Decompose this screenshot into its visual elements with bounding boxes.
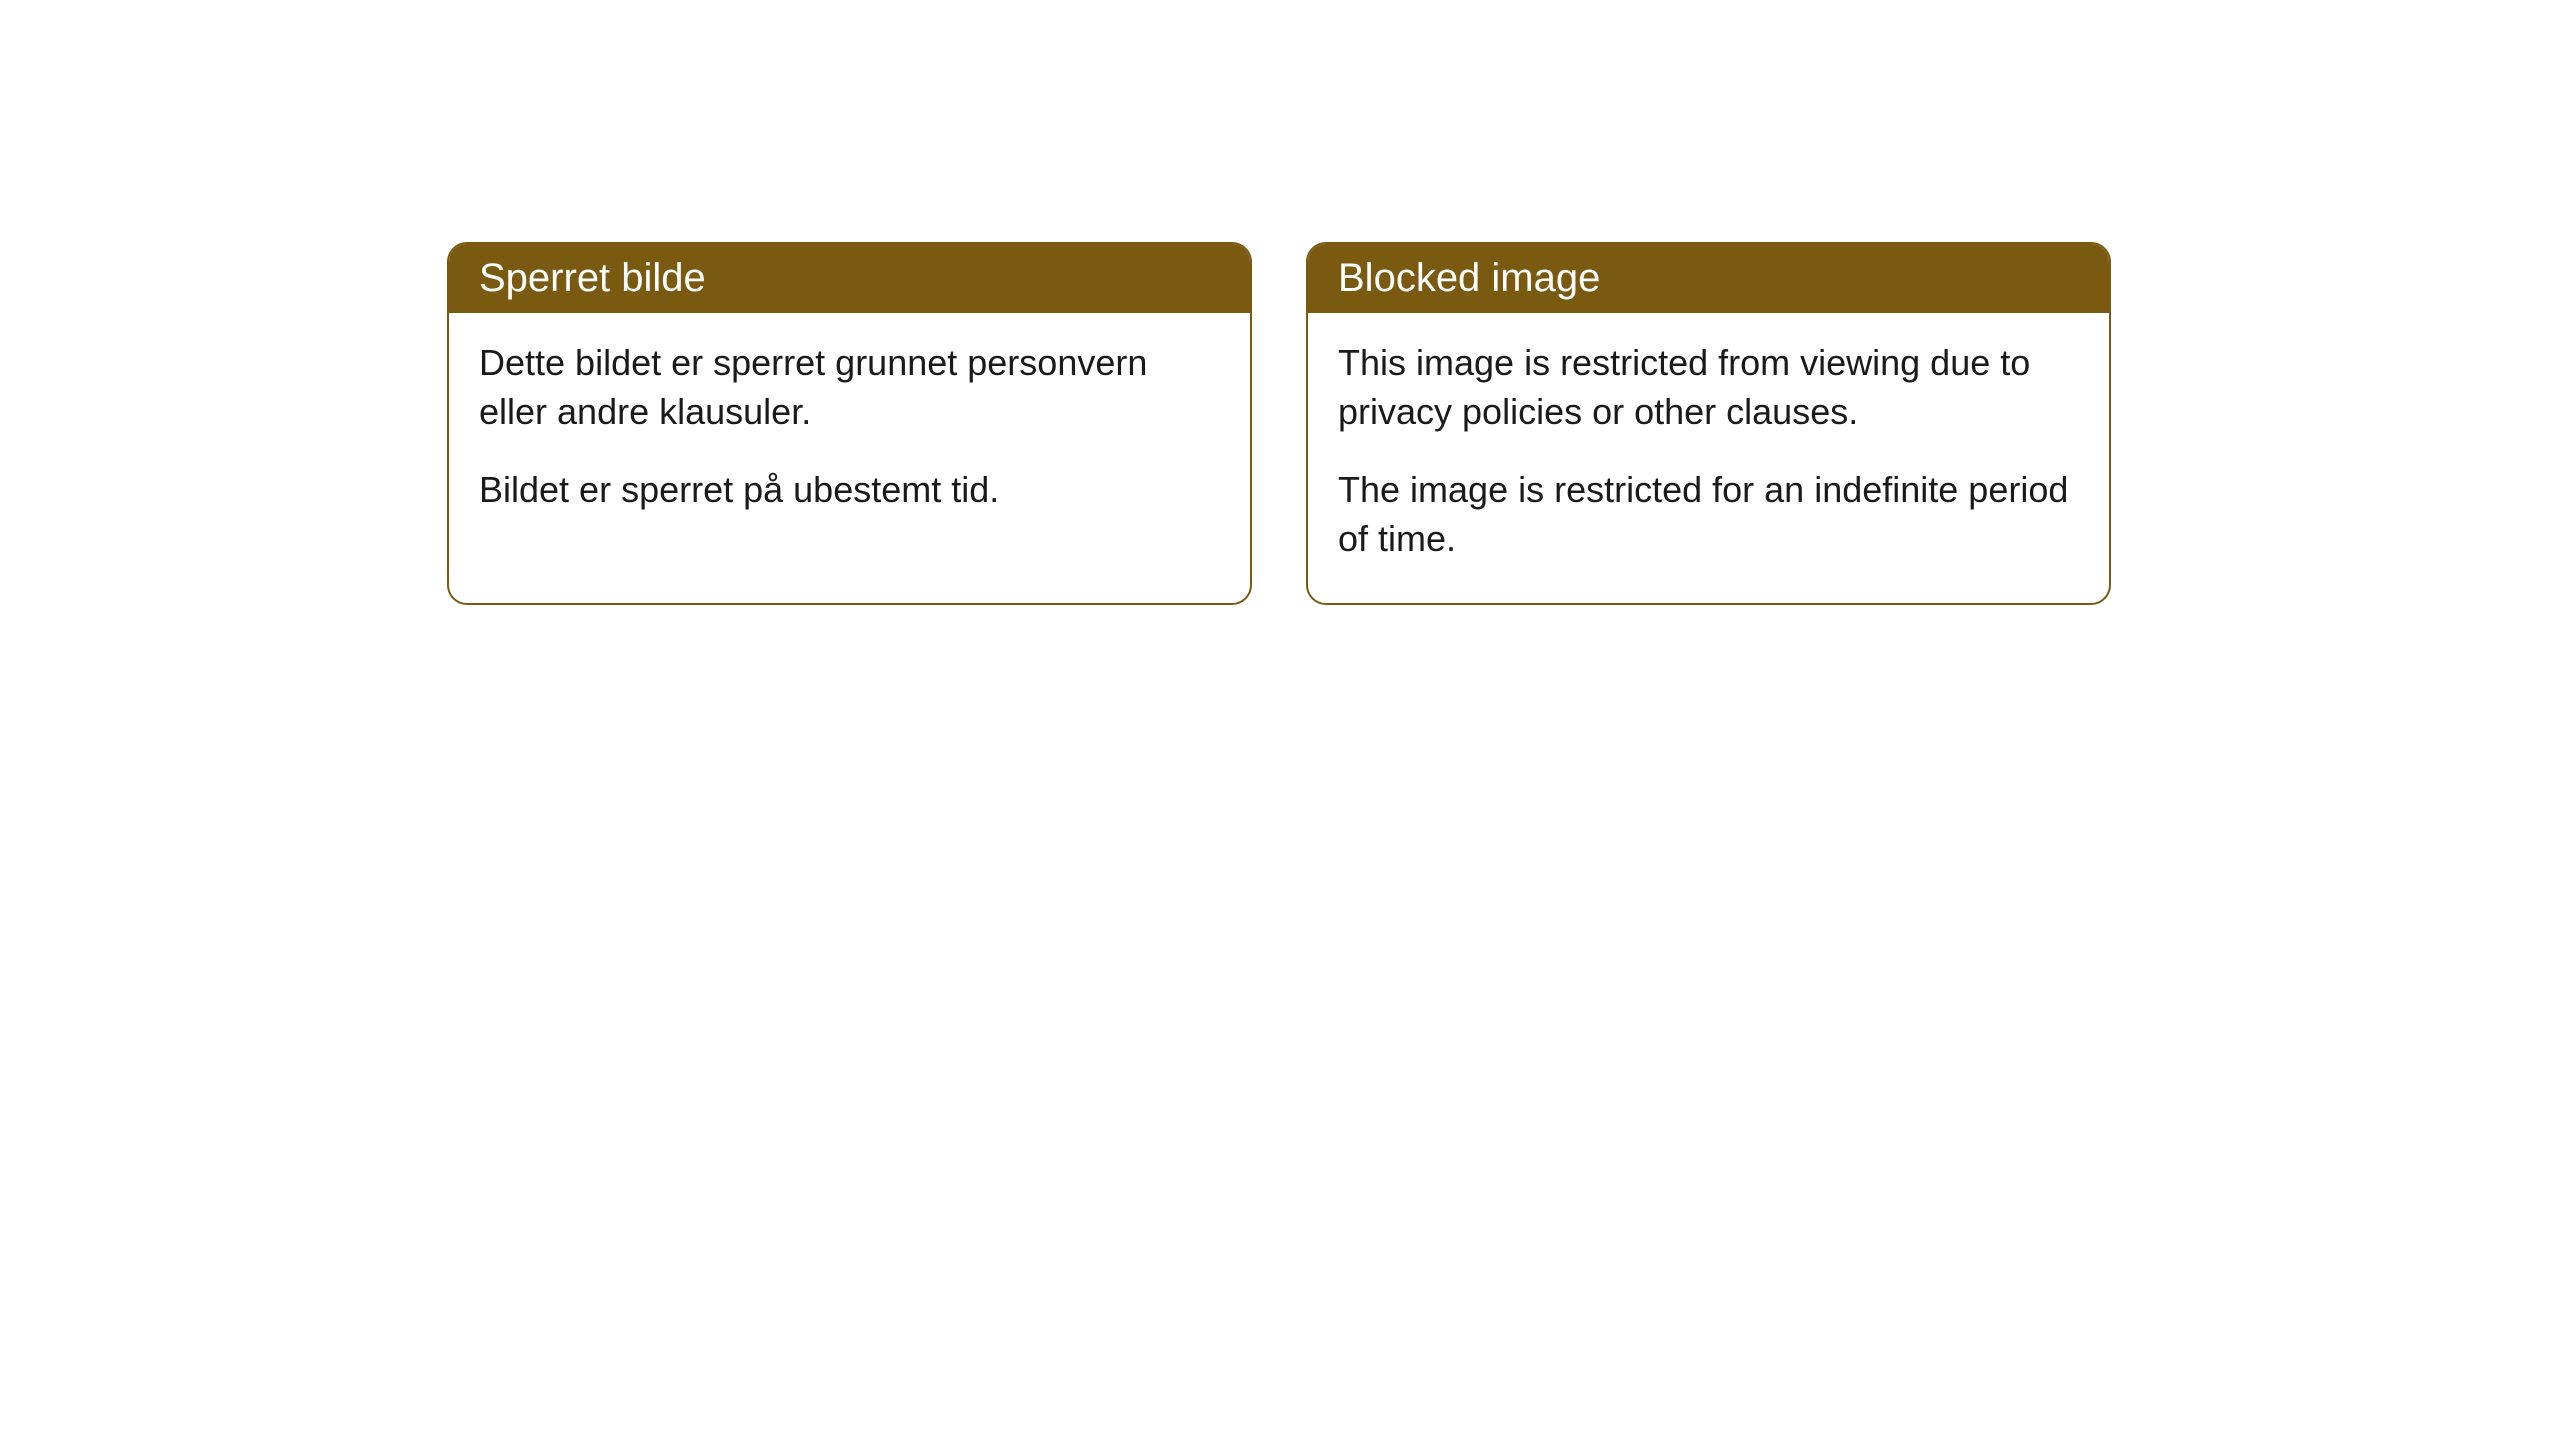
card-title: Blocked image bbox=[1338, 256, 1600, 300]
blocked-image-card-en: Blocked image This image is restricted f… bbox=[1306, 242, 2111, 605]
notice-cards-container: Sperret bilde Dette bildet er sperret gr… bbox=[447, 242, 2111, 605]
card-body: Dette bildet er sperret grunnet personve… bbox=[449, 313, 1250, 555]
card-paragraph-2: Bildet er sperret på ubestemt tid. bbox=[479, 466, 1220, 515]
card-paragraph-1: Dette bildet er sperret grunnet personve… bbox=[479, 339, 1220, 436]
blocked-image-card-no: Sperret bilde Dette bildet er sperret gr… bbox=[447, 242, 1252, 605]
card-header: Sperret bilde bbox=[449, 244, 1250, 313]
card-paragraph-2: The image is restricted for an indefinit… bbox=[1338, 466, 2079, 563]
card-header: Blocked image bbox=[1308, 244, 2109, 313]
card-title: Sperret bilde bbox=[479, 256, 706, 300]
card-body: This image is restricted from viewing du… bbox=[1308, 313, 2109, 603]
card-paragraph-1: This image is restricted from viewing du… bbox=[1338, 339, 2079, 436]
